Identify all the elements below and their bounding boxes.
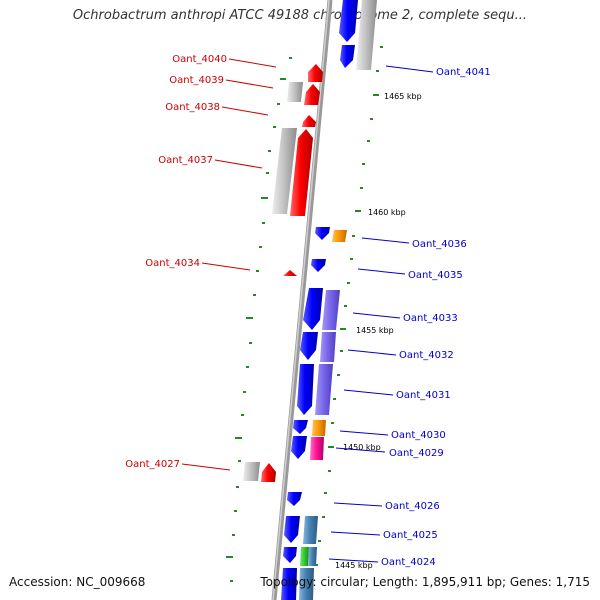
forward-leader-lines — [181, 58, 277, 471]
label-oant-4041[interactable]: Oant_4041 — [436, 67, 491, 78]
label-oant-4040[interactable]: Oant_4040 — [172, 54, 227, 65]
right-guide-ticks — [312, 46, 383, 566]
label-oant-4031[interactable]: Oant_4031 — [396, 390, 451, 401]
forward-gene-labels: Oant_4040 Oant_4039 Oant_4038 Oant_4037 … — [125, 54, 227, 470]
label-oant-4025[interactable]: Oant_4025 — [383, 530, 438, 541]
accession-text: Accession: NC_009668 — [9, 575, 146, 589]
label-oant-4033[interactable]: Oant_4033 — [403, 313, 458, 324]
label-oant-4030[interactable]: Oant_4030 — [391, 430, 446, 441]
gene-oant-4027[interactable] — [243, 462, 276, 482]
gene-oant-4025[interactable] — [284, 516, 318, 544]
gene-oant-4037[interactable] — [272, 128, 313, 216]
reverse-gene-labels: Oant_4041 Oant_4036 Oant_4035 Oant_4033 … — [381, 67, 491, 568]
label-oant-4026[interactable]: Oant_4026 — [385, 501, 440, 512]
left-guide-ticks — [226, 57, 292, 582]
label-oant-4037[interactable]: Oant_4037 — [158, 155, 213, 166]
kbp-label-1460: 1460 kbp — [368, 208, 406, 217]
gene-oant-4032[interactable] — [300, 332, 336, 362]
gene-oant-4036[interactable] — [315, 227, 347, 242]
label-oant-4024[interactable]: Oant_4024 — [381, 557, 436, 568]
gene-oant-4040[interactable] — [308, 64, 323, 82]
label-oant-4029[interactable]: Oant_4029 — [389, 448, 444, 459]
gene-oant-4030[interactable] — [293, 420, 326, 436]
kbp-label-1450: 1450 kbp — [343, 443, 381, 452]
reverse-leader-lines — [328, 65, 434, 563]
label-oant-4038[interactable]: Oant_4038 — [165, 102, 220, 113]
kbp-label-1455: 1455 kbp — [356, 326, 394, 335]
gene-oant-4033[interactable] — [303, 288, 340, 330]
kbp-label-1465: 1465 kbp — [384, 92, 422, 101]
label-oant-4034[interactable]: Oant_4034 — [145, 258, 200, 269]
topology-summary-text: Topology: circular; Length: 1,895,911 bp… — [260, 575, 590, 589]
gene-oant-4031[interactable] — [297, 364, 333, 415]
backbone-highlight — [272, 0, 330, 600]
gene-oant-4034[interactable] — [283, 270, 297, 276]
label-oant-4035[interactable]: Oant_4035 — [408, 270, 463, 281]
gene-bottom-partial[interactable] — [281, 568, 314, 600]
gene-oant-4035[interactable] — [311, 259, 326, 272]
gene-oant-4024[interactable] — [283, 547, 317, 566]
label-oant-4032[interactable]: Oant_4032 — [399, 350, 454, 361]
gene-oant-4039[interactable] — [287, 82, 320, 105]
kbp-label-1445: 1445 kbp — [335, 561, 373, 570]
map-title: Ochrobactrum anthropi ATCC 49188 chromos… — [72, 8, 528, 23]
gene-oant-4041[interactable] — [339, 0, 377, 70]
gene-oant-4026[interactable] — [287, 492, 302, 506]
gene-oant-4038[interactable] — [302, 115, 316, 127]
label-oant-4036[interactable]: Oant_4036 — [412, 239, 467, 250]
label-oant-4039[interactable]: Oant_4039 — [169, 75, 224, 86]
backbone-line — [271, 0, 333, 600]
label-oant-4027[interactable]: Oant_4027 — [125, 459, 180, 470]
gene-oant-4029[interactable] — [291, 436, 324, 460]
